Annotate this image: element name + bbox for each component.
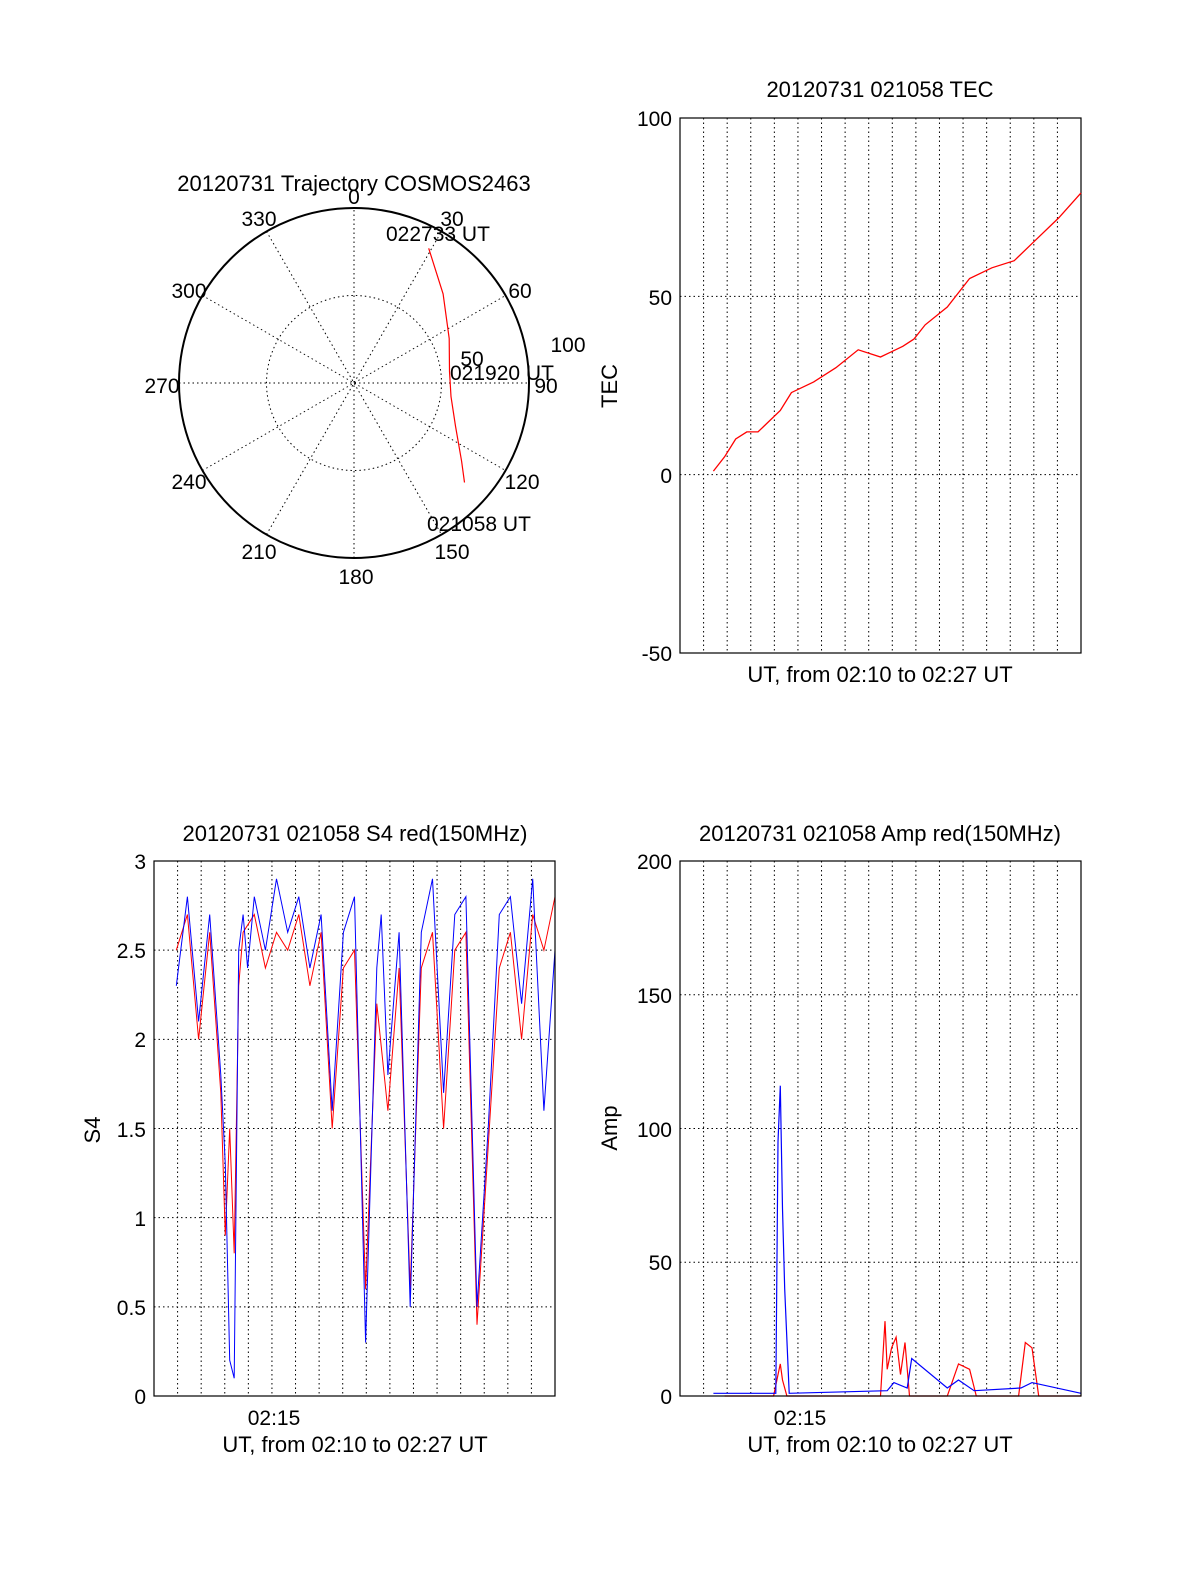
tec-ylabel: TEC bbox=[597, 364, 622, 408]
amp-red-series bbox=[724, 1321, 1081, 1397]
tec-grid bbox=[680, 118, 1081, 653]
s4-red-series bbox=[175, 896, 556, 1325]
s4-xlabel: UT, from 02:10 to 02:27 UT bbox=[222, 1432, 487, 1457]
polar-outer-circle bbox=[178, 207, 530, 559]
amp-xtick-label: 02:15 bbox=[774, 1407, 827, 1430]
ring-label: 50 bbox=[460, 348, 483, 371]
s4-plot-frame bbox=[153, 860, 556, 1397]
trajectory-end-time: 022733 UT bbox=[386, 223, 490, 246]
azimuth-label: 30 bbox=[440, 208, 463, 231]
s4-ytick-label: 0 bbox=[134, 1386, 146, 1409]
azimuth-label: 90 bbox=[534, 375, 557, 398]
azimuth-label: 270 bbox=[144, 375, 179, 398]
azimuth-label: 210 bbox=[241, 541, 276, 564]
amp-ytick-label: 150 bbox=[637, 985, 672, 1008]
amp-ylabel: Amp bbox=[597, 1105, 622, 1150]
s4-ytick-label: 3 bbox=[134, 851, 146, 874]
azimuth-label: 240 bbox=[171, 471, 206, 494]
amp-plot-frame bbox=[679, 860, 1082, 1397]
s4-grid bbox=[154, 861, 555, 1396]
polar-title: 20120731 Trajectory COSMOS2463 bbox=[177, 171, 530, 196]
s4-title: 20120731 021058 S4 red(150MHz) bbox=[183, 821, 528, 846]
azimuth-label: 120 bbox=[504, 471, 539, 494]
azimuth-label: 180 bbox=[338, 566, 373, 589]
tec-series-line bbox=[712, 192, 1082, 472]
trajectory-line bbox=[428, 248, 466, 483]
s4-ytick-label: 2.5 bbox=[117, 940, 146, 963]
s4-ytick-label: 2 bbox=[134, 1029, 146, 1052]
tec-title: 20120731 021058 TEC bbox=[766, 77, 993, 102]
s4-chart: 20120731 021058 S4 red(150MHz) 3 2.5 2 1… bbox=[80, 821, 556, 1457]
s4-ytick-label: 1.5 bbox=[117, 1119, 146, 1142]
tec-ytick-label: 50 bbox=[649, 287, 672, 310]
azimuth-label: 60 bbox=[508, 280, 531, 303]
amp-xlabel: UT, from 02:10 to 02:27 UT bbox=[747, 1432, 1012, 1457]
amp-ytick-label: 50 bbox=[649, 1252, 672, 1275]
amp-blue-series bbox=[713, 1085, 1082, 1394]
s4-ytick-label: 0.5 bbox=[117, 1297, 146, 1320]
tec-ytick-label: 100 bbox=[637, 108, 672, 131]
polar-azimuth-labels: 0 30 60 90 120 150 180 210 240 270 300 3… bbox=[144, 186, 557, 589]
ring-label: 100 bbox=[550, 334, 585, 357]
tec-ytick-label: 0 bbox=[660, 465, 672, 488]
amp-title: 20120731 021058 Amp red(150MHz) bbox=[699, 821, 1061, 846]
trajectory-start-time: 021058 UT bbox=[427, 513, 531, 536]
amp-chart: 20120731 021058 Amp red(150MHz) 200 150 … bbox=[597, 821, 1082, 1457]
tec-ytick-label: -50 bbox=[642, 643, 672, 666]
azimuth-label: 300 bbox=[171, 280, 206, 303]
polar-grid bbox=[179, 208, 529, 558]
s4-ylabel: S4 bbox=[80, 1117, 105, 1144]
amp-ytick-label: 200 bbox=[637, 851, 672, 874]
s4-blue-series bbox=[175, 878, 556, 1379]
tec-xlabel: UT, from 02:10 to 02:27 UT bbox=[747, 662, 1012, 687]
amp-grid bbox=[680, 861, 1081, 1396]
s4-xtick-label: 02:15 bbox=[248, 1407, 301, 1430]
azimuth-label: 150 bbox=[434, 541, 469, 564]
amp-ytick-label: 100 bbox=[637, 1119, 672, 1142]
polar-trajectory-plot: 20120731 Trajectory COSMOS2463 0 30 60 9… bbox=[144, 171, 585, 589]
trajectory-mid-time: 021920 UT bbox=[450, 362, 554, 385]
s4-ytick-label: 1 bbox=[134, 1208, 146, 1231]
azimuth-label: 330 bbox=[241, 208, 276, 231]
amp-ytick-label: 0 bbox=[660, 1386, 672, 1409]
azimuth-label: 0 bbox=[348, 186, 360, 209]
tec-plot-frame bbox=[679, 117, 1082, 654]
tec-chart: 20120731 021058 TEC 100 50 0 -50 TEC UT,… bbox=[597, 77, 1082, 687]
